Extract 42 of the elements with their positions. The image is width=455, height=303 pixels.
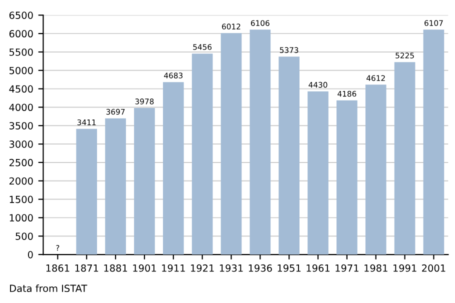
y-tick-label: 3500 bbox=[10, 122, 33, 130]
x-tick-label: 1991 bbox=[393, 264, 416, 272]
y-tick-label: 4500 bbox=[9, 85, 33, 93]
y-tick-label: 0 bbox=[28, 251, 33, 258]
x-tick-label: 2001 bbox=[422, 264, 446, 272]
bar bbox=[394, 62, 416, 255]
x-tick-label: 1981 bbox=[364, 264, 388, 272]
text: Data from ISTAT bbox=[10, 284, 88, 292]
y-tick-label: 4000 bbox=[9, 104, 33, 112]
x-tick-label: 1961 bbox=[306, 264, 330, 272]
bar bbox=[220, 33, 242, 255]
bar bbox=[336, 100, 358, 255]
y-tick-label: 5000 bbox=[10, 66, 33, 74]
y-tick-label: 5500 bbox=[10, 48, 33, 56]
x-tick-label: 1911 bbox=[162, 264, 185, 272]
y-tick-label: 1500 bbox=[10, 196, 33, 204]
y-tick-label: 1000 bbox=[10, 214, 33, 222]
x-tick-label: 1921 bbox=[191, 264, 214, 272]
y-tick-label: 500 bbox=[16, 232, 33, 240]
x-tick-label: 1971 bbox=[336, 264, 358, 272]
y-tick-label: 3000 bbox=[10, 140, 33, 148]
bar bbox=[162, 82, 184, 255]
bar bbox=[76, 128, 98, 255]
x-tick-label: 1931 bbox=[220, 264, 243, 272]
bar bbox=[308, 91, 328, 255]
x-tick-label: 1901 bbox=[133, 264, 156, 272]
bar bbox=[423, 30, 444, 255]
x-tick-label: 1881 bbox=[104, 264, 128, 272]
bar bbox=[105, 118, 126, 255]
bar bbox=[365, 84, 386, 255]
bar bbox=[134, 108, 155, 255]
y-tick-label: 2500 bbox=[9, 158, 33, 166]
x-tick-label: 1951 bbox=[278, 264, 301, 272]
x-tick-label: 1861 bbox=[46, 264, 70, 272]
y-tick-label: 2000 bbox=[9, 177, 33, 185]
bar bbox=[278, 56, 300, 255]
x-tick-label: 1871 bbox=[75, 264, 98, 272]
bar bbox=[192, 54, 213, 255]
y-tick-label: 6500 bbox=[9, 12, 33, 19]
bar bbox=[250, 30, 271, 255]
y-tick-label: 6000 bbox=[9, 30, 33, 38]
x-tick-label: 1936 bbox=[248, 264, 272, 272]
